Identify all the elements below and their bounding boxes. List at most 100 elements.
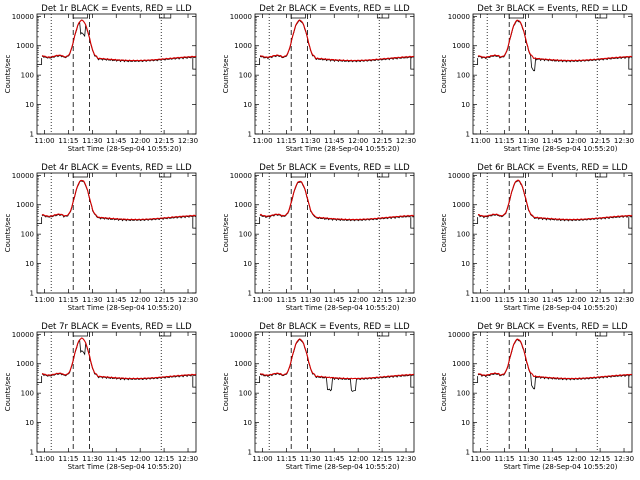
- panel-6-lld-line: [478, 179, 633, 221]
- panel-7-xlabel: Start Time (28-Sep-04 10:55:20): [68, 463, 182, 471]
- panel-3-xtick-label-0: 11:00: [470, 137, 490, 145]
- panel-5-xtick-label-2: 11:30: [300, 296, 320, 304]
- panel-9-xtick-label-0: 11:00: [470, 455, 490, 463]
- panel-9-events-lead: [473, 376, 479, 383]
- panel-3-title: Det 3r BLACK = Events, RED = LLD: [477, 4, 628, 14]
- panel-2-xtick-label-1: 11:15: [276, 137, 296, 145]
- panel-5-xlabel: Start Time (28-Sep-04 10:55:20): [286, 304, 400, 312]
- panel-2-frame: [254, 13, 415, 135]
- panel-1-xtick-label-4: 12:00: [130, 137, 150, 145]
- panel-3: Det 3r BLACK = Events, RED = LLD 1 10 100 10…: [440, 4, 634, 153]
- panel-3-xlabel: Start Time (28-Sep-04 10:55:20): [504, 145, 618, 153]
- panel-1-ytick-label-2: 100: [21, 72, 34, 80]
- panel-7-ytick-label-1: 10: [25, 419, 34, 427]
- panel-1-xtick-label-1: 11:15: [58, 137, 78, 145]
- panel-4-xtick-label-6: 12:30: [178, 296, 198, 304]
- panel-2-ylabel: Counts/sec: [222, 55, 230, 94]
- panel-3-ytick-label-0: 1: [466, 131, 470, 139]
- panel-7-ytick-label-0: 1: [30, 449, 34, 457]
- panel-1-events-lead: [37, 58, 43, 65]
- panel-5-top-step-2: [376, 173, 390, 178]
- panel-1-top-step-1: [72, 14, 88, 19]
- panel-3-frame: [472, 13, 633, 135]
- panel-6-ylabel: Counts/sec: [440, 214, 448, 253]
- panel-4-xtick-label-3: 11:45: [106, 296, 126, 304]
- panel-3-events-lead: [473, 58, 479, 65]
- panel-6-ytick-label-4: 10000: [448, 172, 470, 180]
- panel-1-ylabel: Counts/sec: [4, 55, 12, 94]
- panel-1-xtick-label-3: 11:45: [106, 137, 126, 145]
- panel-6-xtick-label-1: 11:15: [494, 296, 514, 304]
- panel-8-xtick-label-0: 11:00: [252, 455, 272, 463]
- panel-4-frame: [36, 172, 197, 294]
- panel-1-top-step-2: [158, 14, 172, 19]
- panel-7-events-lead: [37, 376, 43, 383]
- panel-7-xtick-label-5: 12:15: [154, 455, 174, 463]
- panel-2-events-line: [259, 19, 415, 63]
- panel-9-ytick-label-3: 1000: [452, 360, 470, 368]
- panel-4: Det 4r BLACK = Events, RED = LLD 1 10 100 10…: [4, 163, 198, 312]
- panel-2-events-tail: [410, 58, 414, 70]
- panel-9-top-step-2: [594, 332, 608, 337]
- panel-1-xlabel: Start Time (28-Sep-04 10:55:20): [68, 145, 182, 153]
- panel-5-ytick-label-1: 10: [243, 260, 252, 268]
- panel-4-ytick-label-0: 1: [30, 290, 34, 298]
- panel-8-xtick-label-3: 11:45: [324, 455, 344, 463]
- panel-2-ytick-label-0: 1: [248, 131, 252, 139]
- panel-8-xlabel: Start Time (28-Sep-04 10:55:20): [286, 463, 400, 471]
- panel-9: Det 9r BLACK = Events, RED = LLD 1 10 100 10…: [440, 322, 634, 471]
- panel-5-xtick-label-3: 11:45: [324, 296, 344, 304]
- panel-5-xtick-label-1: 11:15: [276, 296, 296, 304]
- panel-4-xtick-label-5: 12:15: [154, 296, 174, 304]
- panel-9-top-step-1: [508, 332, 524, 337]
- panel-1-xtick-label-6: 12:30: [178, 137, 198, 145]
- panel-3-lld-line: [477, 19, 632, 62]
- panel-5-events-tail: [410, 217, 414, 229]
- panel-5-top-step-1: [290, 173, 306, 178]
- panel-4-ylabel: Counts/sec: [4, 214, 12, 253]
- panel-3-xtick-label-2: 11:30: [518, 137, 538, 145]
- panel-3-top-step-2: [594, 14, 608, 19]
- panel-5-ylabel: Counts/sec: [222, 214, 230, 253]
- panel-4-ytick-label-3: 1000: [16, 201, 34, 209]
- panel-6-xlabel: Start Time (28-Sep-04 10:55:20): [504, 304, 618, 312]
- panel-3-xtick-label-1: 11:15: [494, 137, 514, 145]
- panel-5-ytick-label-4: 10000: [230, 172, 252, 180]
- panel-7-events-tail: [192, 376, 196, 388]
- panel-7-title: Det 7r BLACK = Events, RED = LLD: [41, 322, 192, 332]
- panel-7: Det 7r BLACK = Events, RED = LLD 1 10 100 10…: [4, 322, 198, 471]
- panel-8-ytick-label-1: 10: [243, 419, 252, 427]
- panel-5-xtick-label-4: 12:00: [348, 296, 368, 304]
- panel-2-ytick-label-4: 10000: [230, 13, 252, 21]
- panel-9-xtick-label-4: 12:00: [566, 455, 586, 463]
- panel-8-ylabel: Counts/sec: [222, 373, 230, 412]
- panel-2-xtick-label-5: 12:15: [372, 137, 392, 145]
- panel-4-lld-line: [41, 179, 197, 221]
- panel-3-ytick-label-3: 1000: [452, 42, 470, 50]
- panel-4-ytick-label-2: 100: [21, 231, 34, 239]
- panel-1-ytick-label-4: 10000: [12, 13, 34, 21]
- panel-3-events-line: [477, 20, 632, 72]
- panel-3-ytick-label-4: 10000: [448, 13, 470, 21]
- panel-3-events-tail: [628, 58, 632, 70]
- panel-2-events-lead: [255, 58, 261, 65]
- panel-6-xtick-label-6: 12:30: [614, 296, 634, 304]
- panel-2-lld-line: [259, 19, 415, 62]
- panel-1-xtick-label-2: 11:30: [82, 137, 102, 145]
- panel-9-xtick-label-6: 12:30: [614, 455, 634, 463]
- panel-9-events-tail: [628, 376, 632, 388]
- panel-1-title: Det 1r BLACK = Events, RED = LLD: [41, 4, 192, 14]
- panel-2-xlabel: Start Time (28-Sep-04 10:55:20): [286, 145, 400, 153]
- panel-7-xtick-label-0: 11:00: [34, 455, 54, 463]
- panel-3-xtick-label-3: 11:45: [542, 137, 562, 145]
- panel-8-events-line: [259, 338, 415, 392]
- panel-2-top-step-2: [376, 14, 390, 19]
- panel-7-xtick-label-4: 12:00: [130, 455, 150, 463]
- panel-6-events-tail: [628, 217, 632, 229]
- panel-2-ytick-label-2: 100: [239, 72, 252, 80]
- panel-8-ytick-label-4: 10000: [230, 331, 252, 339]
- panel-5-ytick-label-3: 1000: [234, 201, 252, 209]
- panel-3-ytick-label-2: 100: [457, 72, 470, 80]
- panel-9-ytick-label-0: 1: [466, 449, 470, 457]
